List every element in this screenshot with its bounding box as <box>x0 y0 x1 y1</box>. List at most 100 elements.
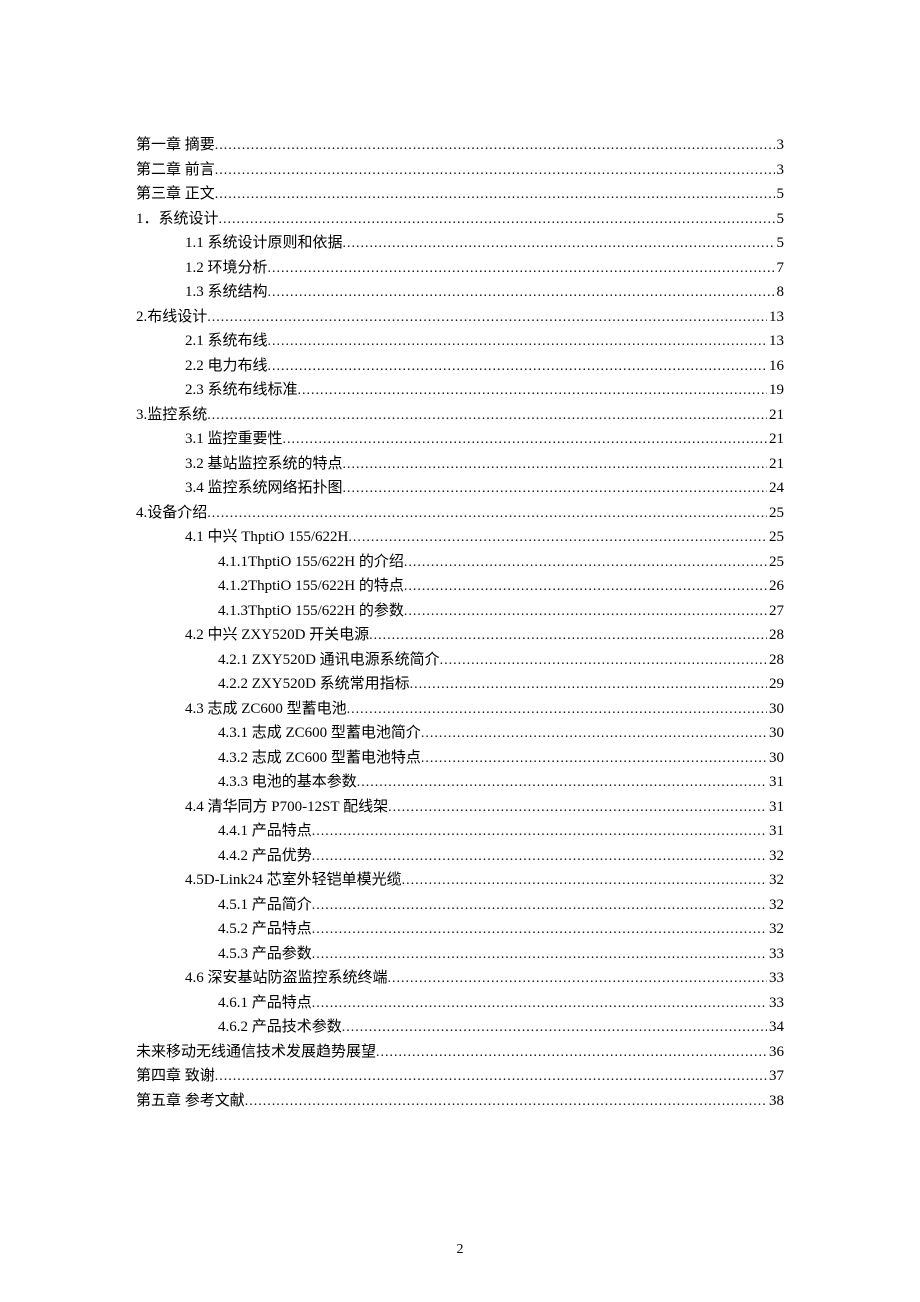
toc-page: 31 <box>767 800 784 815</box>
toc-entry[interactable]: 1.3 系统结构8 <box>136 285 784 300</box>
toc-entry[interactable]: 4.6.1 产品特点33 <box>136 996 784 1011</box>
toc-entry[interactable]: 2.布线设计 13 <box>136 310 784 325</box>
toc-entry[interactable]: 3.1 监控重要性21 <box>136 432 784 447</box>
toc-entry[interactable]: 4.3.1 志成 ZC600 型蓄电池简介30 <box>136 726 784 741</box>
toc-entry[interactable]: 1．系统设计5 <box>136 212 784 227</box>
toc-entry[interactable]: 4.5.2 产品特点32 <box>136 922 784 937</box>
toc-entry[interactable]: 4.5.1 产品简介 32 <box>136 898 784 913</box>
toc-entry[interactable]: 4.2.1 ZXY520D 通讯电源系统简介28 <box>136 653 784 668</box>
toc-leader <box>404 580 767 594</box>
toc-entry[interactable]: 4.4.2 产品优势32 <box>136 849 784 864</box>
toc-leader <box>268 335 767 349</box>
toc-title: 4.4.1 产品特点 <box>218 824 312 839</box>
toc-title: 未来移动无线通信技术发展趋势展望 <box>136 1045 376 1060</box>
toc-leader <box>421 727 767 741</box>
toc-entry[interactable]: 未来移动无线通信技术发展趋势展望36 <box>136 1045 784 1060</box>
page-number: 2 <box>0 1242 920 1258</box>
toc-page: 28 <box>767 653 784 668</box>
toc-leader <box>312 997 767 1011</box>
toc-entry[interactable]: 第三章 正文5 <box>136 187 784 202</box>
toc-title: 4.3.1 志成 ZC600 型蓄电池简介 <box>218 726 421 741</box>
toc-page: 31 <box>767 775 784 790</box>
toc-entry[interactable]: 1.1 系统设计原则和依据5 <box>136 236 784 251</box>
toc-title: 4.2 中兴 ZXY520D 开关电源 <box>185 628 369 643</box>
toc-leader <box>207 409 767 423</box>
toc-entry[interactable]: 4.4.1 产品特点 31 <box>136 824 784 839</box>
toc-entry[interactable]: 4.1.2ThptiO 155/622H 的特点 26 <box>136 579 784 594</box>
toc-leader <box>268 262 775 276</box>
toc-entry[interactable]: 第一章 摘要3 <box>136 138 784 153</box>
toc-entry[interactable]: 4.5D-Link24 芯室外轻铠单模光缆32 <box>136 873 784 888</box>
toc-title: 4.5.1 产品简介 <box>218 898 312 913</box>
toc-entry[interactable]: 第五章 参考文献 38 <box>136 1094 784 1109</box>
toc-page: 21 <box>767 457 784 472</box>
toc-title: 4.5.3 产品参数 <box>218 947 312 962</box>
toc-leader <box>404 556 767 570</box>
toc-entry[interactable]: 第二章 前言3 <box>136 163 784 178</box>
toc-page: 25 <box>767 506 784 521</box>
toc-title: 4.3 志成 ZC600 型蓄电池 <box>185 702 347 717</box>
toc-entry[interactable]: 2.2 电力布线16 <box>136 359 784 374</box>
toc-entry[interactable]: 第四章 致谢37 <box>136 1069 784 1084</box>
toc-page: 38 <box>767 1094 784 1109</box>
toc-page: 26 <box>767 579 784 594</box>
toc-page: 7 <box>775 261 785 276</box>
toc-leader <box>312 923 767 937</box>
toc-leader <box>388 801 767 815</box>
toc-entry[interactable]: 4.1.3ThptiO 155/622H 的参数 27 <box>136 604 784 619</box>
toc-entry[interactable]: 4.6.2 产品技术参数34 <box>136 1020 784 1035</box>
toc-page: 28 <box>767 628 784 643</box>
toc-entry[interactable]: 3.监控系统21 <box>136 408 784 423</box>
toc-entry[interactable]: 4.6 深安基站防盗监控系统终端33 <box>136 971 784 986</box>
toc-entry[interactable]: 2.3 系统布线标准19 <box>136 383 784 398</box>
toc-leader <box>343 482 767 496</box>
toc-title: 4.1.3ThptiO 155/622H 的参数 <box>218 604 404 619</box>
toc-entry[interactable]: 1.2 环境分析7 <box>136 261 784 276</box>
toc-entry[interactable]: 4.1.1ThptiO 155/622H 的介绍 25 <box>136 555 784 570</box>
toc-page: 3 <box>775 163 785 178</box>
toc-leader <box>215 139 775 153</box>
toc-title: 3.4 监控系统网络拓扑图 <box>185 481 343 496</box>
toc-leader <box>312 948 767 962</box>
toc-leader <box>268 286 775 300</box>
toc-title: 4.6 深安基站防盗监控系统终端 <box>185 971 388 986</box>
toc-entry[interactable]: 4.3 志成 ZC600 型蓄电池30 <box>136 702 784 717</box>
toc-leader <box>388 972 767 986</box>
toc-title: 4.6.1 产品特点 <box>218 996 312 1011</box>
toc-entry[interactable]: 3.2 基站监控系统的特点21 <box>136 457 784 472</box>
toc-title: 1.3 系统结构 <box>185 285 268 300</box>
toc-page: 33 <box>767 947 784 962</box>
toc-page: 32 <box>767 849 784 864</box>
toc-title: 4.2.2 ZXY520D 系统常用指标 <box>218 677 410 692</box>
toc-entry[interactable]: 4.设备介绍25 <box>136 506 784 521</box>
toc-leader <box>421 752 767 766</box>
toc-entry[interactable]: 4.3.3 电池的基本参数31 <box>136 775 784 790</box>
toc-title: 4.5.2 产品特点 <box>218 922 312 937</box>
toc-entry[interactable]: 4.5.3 产品参数 33 <box>136 947 784 962</box>
toc-entry[interactable]: 3.4 监控系统网络拓扑图24 <box>136 481 784 496</box>
toc-page: 30 <box>767 751 784 766</box>
toc-leader <box>312 850 767 864</box>
toc-title: 4.4 清华同方 P700-12ST 配线架 <box>185 800 388 815</box>
toc-title: 3.监控系统 <box>136 408 207 423</box>
toc-entry[interactable]: 4.2 中兴 ZXY520D 开关电源 28 <box>136 628 784 643</box>
toc-page: 31 <box>767 824 784 839</box>
toc-title: 第一章 摘要 <box>136 138 215 153</box>
toc-title: 第五章 参考文献 <box>136 1094 245 1109</box>
toc-leader <box>376 1046 767 1060</box>
toc-title: 4.1.2ThptiO 155/622H 的特点 <box>218 579 404 594</box>
toc-entry[interactable]: 2.1 系统布线13 <box>136 334 784 349</box>
toc-page: 32 <box>767 898 784 913</box>
toc-leader <box>215 188 775 202</box>
toc-title: 第四章 致谢 <box>136 1069 215 1084</box>
toc-entry[interactable]: 4.4 清华同方 P700-12ST 配线架 31 <box>136 800 784 815</box>
toc-entry[interactable]: 4.2.2 ZXY520D 系统常用指标29 <box>136 677 784 692</box>
toc-page: 5 <box>775 236 785 251</box>
toc-leader <box>404 605 767 619</box>
toc-leader <box>357 776 767 790</box>
toc-entry[interactable]: 4.1 中兴 ThptiO 155/622H 25 <box>136 530 784 545</box>
toc-leader <box>283 433 767 447</box>
toc-page: 13 <box>767 310 784 325</box>
toc-entry[interactable]: 4.3.2 志成 ZC600 型蓄电池特点30 <box>136 751 784 766</box>
toc-title: 2.布线设计 <box>136 310 207 325</box>
